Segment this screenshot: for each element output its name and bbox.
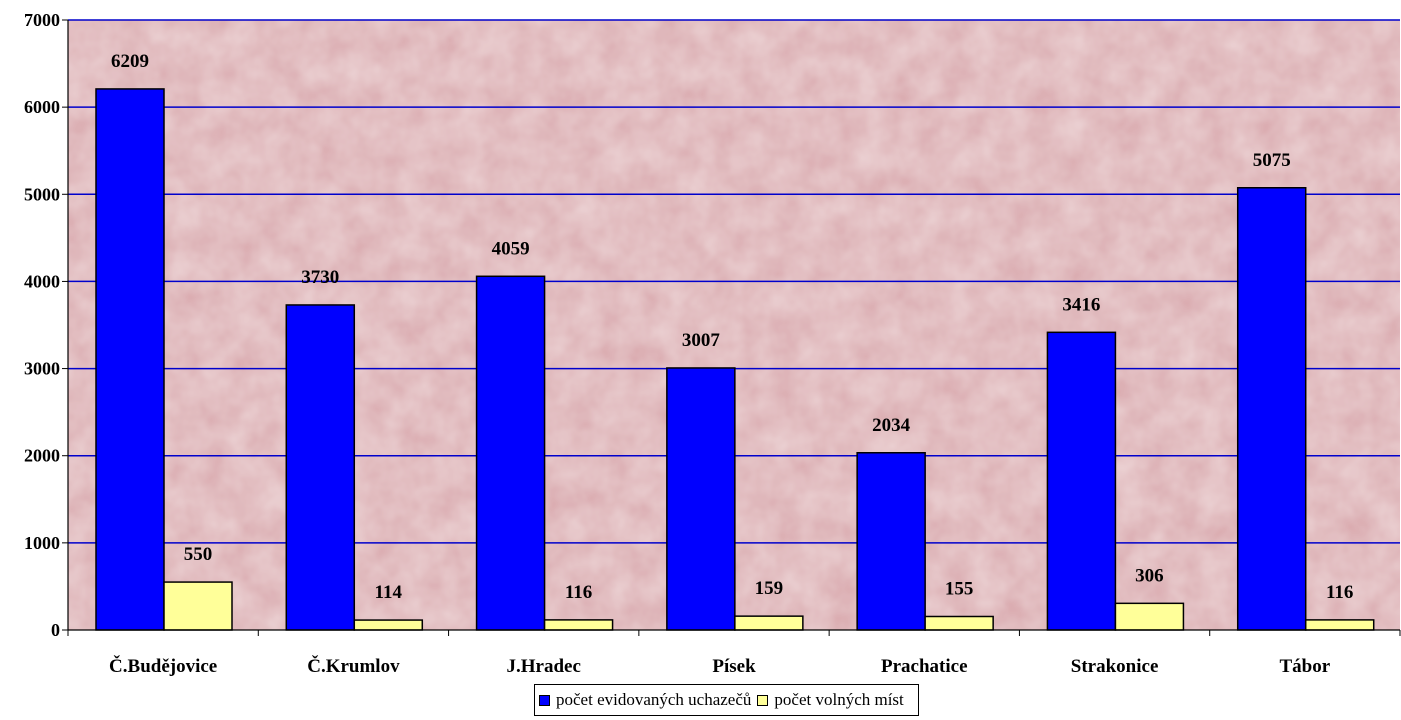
x-tick-label: Č.Krumlov (307, 655, 400, 677)
data-label: 3007 (682, 330, 721, 351)
legend-item-uchazeci: počet evidovaných uchazečů (539, 690, 751, 710)
data-label: 155 (945, 578, 974, 599)
x-tick-label: Strakonice (1071, 656, 1159, 677)
bar-volna-mista (543, 619, 614, 631)
data-label: 3730 (301, 267, 339, 288)
x-tick-label: J.Hradec (507, 656, 581, 677)
data-label: 116 (565, 582, 592, 603)
y-tick-label: 5000 (24, 184, 60, 204)
data-label: 5075 (1253, 150, 1291, 171)
bar-volna-mista (353, 619, 424, 631)
legend-label: počet evidovaných uchazečů (556, 690, 752, 709)
data-label: 306 (1135, 565, 1164, 586)
data-label: 6209 (111, 51, 149, 72)
y-tick-label: 2000 (24, 446, 60, 466)
bar-volna-mista (163, 581, 233, 631)
y-axis-tick-labels: 0 1000 2000 3000 4000 5000 6000 7000 (24, 10, 60, 640)
legend: počet evidovaných uchazečů počet volných… (534, 684, 919, 716)
x-tick-label: Prachatice (881, 656, 968, 677)
bar-uchazeci (475, 275, 546, 631)
y-tick-label: 1000 (24, 533, 60, 553)
y-tick-label: 3000 (24, 359, 60, 379)
data-label: 550 (184, 544, 213, 565)
data-labels: 6209 550 3730 114 4059 116 3007 159 2034 155 3416 3… (111, 51, 1353, 603)
data-label: 3416 (1062, 294, 1100, 315)
data-label: 116 (1326, 582, 1353, 603)
data-label: 4059 (492, 238, 530, 259)
bar-uchazeci (95, 88, 165, 631)
data-label: 114 (375, 582, 403, 603)
bar-volna-mista (1304, 619, 1375, 631)
x-tick-label: Č.Budějovice (109, 655, 217, 677)
axes (62, 19, 1401, 636)
bar-uchazeci (1236, 187, 1307, 631)
legend-swatch-yellow (757, 694, 769, 706)
bar-uchazeci (856, 452, 926, 631)
bar-volna-mista (734, 615, 804, 631)
x-tick-label: Písek (712, 656, 756, 677)
x-tick-label: Tábor (1280, 656, 1331, 677)
bar-volna-mista (1114, 602, 1185, 631)
y-tick-label: 6000 (24, 97, 60, 117)
bar-uchazeci (666, 367, 736, 631)
bar-uchazeci (285, 304, 356, 631)
x-axis-tick-labels: Č.Budějovice Č.Krumlov J.Hradec Písek Pracha… (109, 655, 1331, 677)
legend-swatch-blue (539, 694, 550, 706)
bar-volna-mista (924, 615, 994, 631)
y-tick-label: 0 (51, 620, 60, 640)
data-label: 2034 (872, 415, 911, 436)
legend-item-volna-mista: počet volných míst (757, 690, 904, 710)
bar-uchazeci (1046, 331, 1117, 631)
data-label: 159 (755, 578, 784, 599)
y-tick-label: 7000 (24, 10, 60, 30)
legend-label: počet volných míst (774, 690, 904, 709)
y-tick-label: 4000 (24, 271, 60, 291)
